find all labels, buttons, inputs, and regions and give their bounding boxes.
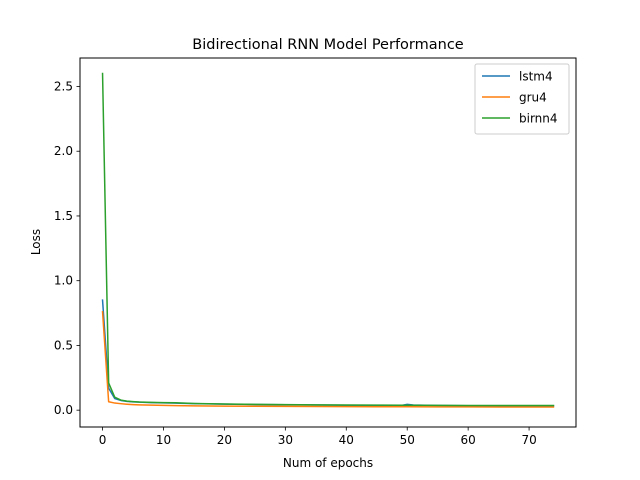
series-line-lstm4 (101, 299, 555, 407)
x-tick-label: 60 (461, 433, 476, 447)
x-tick-label: 0 (99, 433, 107, 447)
y-tick-label: 2.5 (54, 79, 73, 93)
legend-label-gru4: gru4 (519, 91, 547, 105)
legend-label-birnn4: birnn4 (519, 112, 558, 126)
plot-lines (101, 72, 555, 408)
x-tick-label: 30 (278, 433, 293, 447)
x-tick-label: 70 (521, 433, 536, 447)
axes-frame (79, 57, 577, 428)
legend-box (474, 63, 570, 135)
legend: lstm4 gru4 birnn4 (474, 63, 570, 135)
x-tick-label: 50 (400, 433, 415, 447)
y-tick-label: 2.0 (54, 144, 73, 158)
y-axis-ticks: 0.0 0.5 1.0 1.5 2.0 2.5 (54, 79, 80, 417)
y-tick-label: 0.0 (54, 403, 73, 417)
x-tick-label: 40 (339, 433, 354, 447)
y-tick-label: 0.5 (54, 338, 73, 352)
x-tick-label: 10 (156, 433, 171, 447)
series-line-gru4 (101, 310, 555, 408)
x-axis-label: Num of epochs (283, 456, 373, 470)
chart-title: Bidirectional RNN Model Performance (192, 37, 464, 53)
x-axis-ticks: 0 10 20 30 40 50 60 70 (99, 427, 537, 447)
y-axis-label: Loss (29, 229, 43, 255)
y-tick-label: 1.0 (54, 274, 73, 288)
y-tick-label: 1.5 (54, 209, 73, 223)
series-line-birnn4 (101, 72, 555, 407)
legend-label-lstm4: lstm4 (519, 70, 553, 84)
x-tick-label: 20 (217, 433, 232, 447)
